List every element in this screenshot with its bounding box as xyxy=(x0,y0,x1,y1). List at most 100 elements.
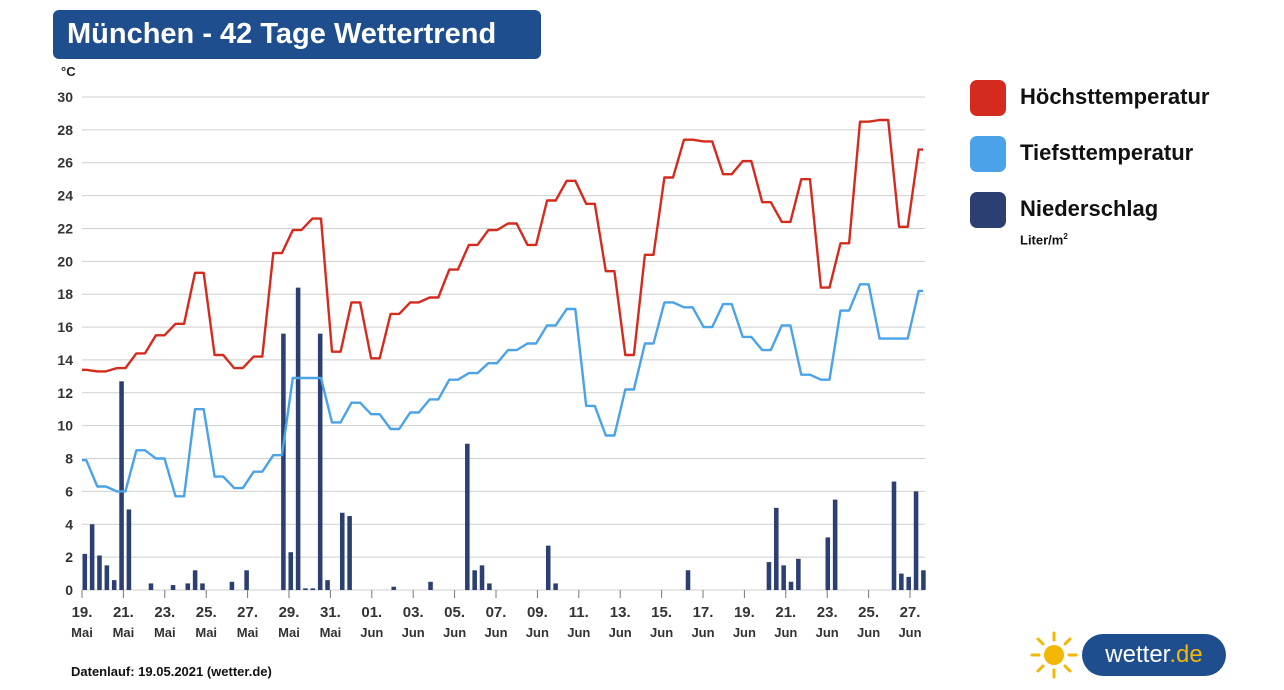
precipitation-bar xyxy=(317,333,323,590)
precipitation-bar xyxy=(288,552,294,590)
y-tick-label: 0 xyxy=(65,582,73,598)
precipitation-bar xyxy=(148,583,154,590)
max-temp-line xyxy=(82,118,923,373)
legend-swatch-min-temp xyxy=(970,136,1006,172)
x-tick-month: Jun xyxy=(691,625,714,640)
precipitation-bar xyxy=(774,507,779,590)
x-tick-day: 29. xyxy=(279,604,300,621)
y-tick-label: 30 xyxy=(57,89,73,105)
x-tick-day: 19. xyxy=(734,604,755,621)
precipitation-bar xyxy=(310,588,316,590)
legend-swatch-max-temp xyxy=(970,80,1006,116)
x-tick-day: 17. xyxy=(693,604,714,621)
x-tick-day: 27. xyxy=(900,604,921,621)
y-tick-label: 4 xyxy=(65,516,73,532)
y-tick-label: 12 xyxy=(57,385,73,401)
precipitation-bar xyxy=(832,499,838,590)
precipitation-bar xyxy=(111,580,117,590)
x-tick-month: Mai xyxy=(320,625,342,640)
y-tick-label: 20 xyxy=(57,253,73,269)
precipitation-bar xyxy=(97,555,102,590)
y-tick-label: 26 xyxy=(57,155,73,171)
precipitation-bar xyxy=(89,524,95,590)
x-tick-month: Mai xyxy=(113,625,135,640)
legend-swatch-precipitation xyxy=(970,192,1006,228)
y-tick-label: 22 xyxy=(57,220,73,236)
brand-wordmark: wetter.de xyxy=(1082,634,1226,676)
brand-logo[interactable]: wetter.de xyxy=(1030,630,1230,680)
x-tick-month: Jun xyxy=(609,625,632,640)
x-tick-day: 05. xyxy=(444,604,465,621)
x-tick-month: Jun xyxy=(650,625,673,640)
precipitation-bar xyxy=(185,583,191,590)
precipitation-bar xyxy=(192,570,198,590)
precipitation-bar xyxy=(391,586,397,590)
y-axis-unit: °C xyxy=(61,64,76,79)
precipitation-bar xyxy=(126,509,132,590)
x-tick-day: 09. xyxy=(527,604,548,621)
x-tick-month: Jun xyxy=(733,625,756,640)
precipitation-bar xyxy=(796,558,801,590)
precipitation-bar xyxy=(465,443,470,590)
x-tick-month: Mai xyxy=(71,625,93,640)
x-tick-month: Jun xyxy=(443,625,466,640)
precipitation-bar xyxy=(119,381,124,590)
x-tick-day: 07. xyxy=(486,604,507,621)
precipitation-bar xyxy=(913,491,919,590)
x-tick-day: 01. xyxy=(361,604,382,621)
x-tick-month: Jun xyxy=(898,625,921,640)
precipitation-bar xyxy=(921,570,926,590)
precipitation-bar xyxy=(788,581,794,590)
page-title: München - 42 Tage Wettertrend xyxy=(53,10,541,59)
x-tick-month: Mai xyxy=(237,625,259,640)
x-tick-day: 13. xyxy=(610,604,631,621)
x-tick-day: 31. xyxy=(320,604,341,621)
precipitation-bar xyxy=(825,537,831,590)
y-tick-label: 6 xyxy=(65,483,73,499)
x-tick-month: Jun xyxy=(774,625,797,640)
x-tick-day: 19. xyxy=(72,604,93,621)
x-tick-day: 23. xyxy=(817,604,838,621)
y-tick-label: 14 xyxy=(57,352,73,368)
precipitation-bar xyxy=(244,570,249,590)
y-tick-label: 16 xyxy=(57,319,73,335)
precipitation-bar xyxy=(347,516,352,590)
data-run-note: Datenlauf: 19.05.2021 (wetter.de) xyxy=(71,664,272,679)
y-tick-label: 2 xyxy=(65,549,73,565)
legend-item-max-temp: Höchsttemperatur xyxy=(970,80,1270,118)
x-tick-month: Mai xyxy=(154,625,176,640)
x-tick-day: 23. xyxy=(154,604,175,621)
precipitation-bar xyxy=(281,333,286,590)
precipitation-bar xyxy=(685,570,691,590)
precipitation-bar xyxy=(899,573,904,590)
precipitation-bar xyxy=(553,583,558,590)
x-tick-day: 21. xyxy=(113,604,134,621)
y-tick-label: 8 xyxy=(65,451,73,467)
precipitation-bar xyxy=(545,545,551,590)
x-tick-day: 27. xyxy=(237,604,258,621)
x-tick-day: 25. xyxy=(858,604,879,621)
precipitation-bar xyxy=(170,585,176,590)
y-tick-label: 18 xyxy=(57,286,73,302)
precipitation-bar xyxy=(766,562,772,590)
x-tick-day: 21. xyxy=(775,604,796,621)
x-tick-month: Jun xyxy=(816,625,839,640)
y-tick-label: 24 xyxy=(57,188,73,204)
x-tick-month: Jun xyxy=(857,625,880,640)
precipitation-bar xyxy=(104,565,110,590)
precipitation-bar xyxy=(906,576,911,590)
precipitation-bar xyxy=(295,287,301,590)
precipitation-bar xyxy=(303,588,308,590)
precipitation-bar xyxy=(428,581,433,590)
x-tick-month: Jun xyxy=(360,625,383,640)
min-temp-line xyxy=(82,283,923,498)
precipitation-bar xyxy=(200,583,205,590)
legend-label-precipitation: Niederschlag xyxy=(1020,196,1159,221)
x-tick-month: Mai xyxy=(195,625,217,640)
sun-icon xyxy=(1030,631,1078,679)
legend-item-min-temp: Tiefsttemperatur xyxy=(970,136,1270,174)
legend-label-max-temp: Höchsttemperatur xyxy=(1020,84,1210,109)
precipitation-bar xyxy=(487,583,492,590)
x-tick-month: Jun xyxy=(484,625,507,640)
